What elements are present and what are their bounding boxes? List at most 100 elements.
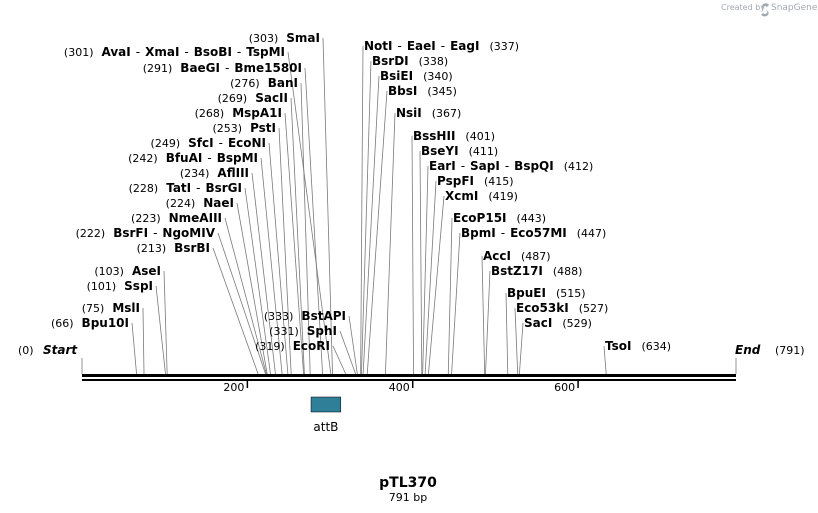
site-connector-afliii [251, 172, 276, 375]
site-name-separator: - [196, 181, 200, 195]
site-name: AflIII [217, 166, 249, 180]
plasmid-name: pTL370 [379, 475, 437, 491]
restriction-site-psti: PstI (253) [212, 121, 276, 135]
site-name-separator: - [461, 159, 465, 173]
site-connector-smai [322, 37, 333, 375]
site-position: (303) [249, 32, 279, 45]
restriction-site-bsrdi: BsrDI (338) [372, 54, 448, 68]
site-name: MslI [112, 301, 140, 315]
feature-attb[interactable]: attB [310, 396, 342, 434]
site-connector-noti [360, 45, 364, 375]
restriction-site-noti: NotI - EaeI - EagI (337) [364, 39, 519, 53]
site-name: BspMI [217, 151, 258, 165]
site-position: (103) [94, 265, 124, 278]
site-name-separator: - [237, 45, 241, 59]
site-name: XcmI [445, 189, 478, 203]
site-connector-bbsi [366, 90, 388, 375]
site-name: BpuEI [507, 286, 546, 300]
site-connector-bsrfi [217, 232, 266, 375]
site-name: BaeGI [180, 61, 220, 75]
site-connector-bstapi [348, 315, 358, 375]
site-position: (333) [264, 310, 294, 323]
restriction-site-bpmi: BpmI - Eco57MI (447) [461, 226, 606, 240]
site-name-separator: - [441, 39, 445, 53]
restriction-site-asei: AseI (103) [94, 264, 161, 278]
site-position: (411) [469, 145, 499, 158]
site-position: (66) [51, 317, 74, 330]
site-position: (75) [82, 302, 105, 315]
restriction-site-ecop15i: EcoP15I (443) [453, 211, 546, 225]
restriction-site-nmeaiii: NmeAIII (223) [131, 211, 222, 225]
restriction-site-bpu10i: Bpu10I (66) [51, 316, 129, 330]
ruler-tick-200: 200 [223, 381, 249, 394]
site-position: (319) [255, 340, 285, 353]
site-connector-baegi [304, 67, 323, 375]
feature-label: attB [313, 420, 338, 434]
site-position: (337) [489, 40, 519, 53]
restriction-site-bsshii: BssHII (401) [413, 129, 495, 143]
site-name: AseI [132, 264, 161, 278]
restriction-site-smai: SmaI (303) [249, 31, 320, 45]
site-connector-acci [481, 255, 486, 375]
site-connector-bpmi [451, 232, 461, 375]
site-connector-avai [287, 51, 332, 375]
snapgene-logo-icon [761, 3, 769, 17]
site-connector-msli [142, 307, 145, 375]
site-name: EaeI [407, 39, 436, 53]
site-connector-sacii [290, 97, 305, 375]
end-position: (0) [18, 344, 34, 357]
site-connector-naei [236, 202, 268, 375]
sequence-start: (0) Start [18, 343, 83, 374]
site-name: Eco57MI [510, 226, 567, 240]
site-position: (529) [562, 317, 592, 330]
site-name: PstI [250, 121, 276, 135]
site-name: Bme1580I [234, 61, 302, 75]
site-name: EagI [450, 39, 479, 53]
site-position: (527) [579, 302, 609, 315]
restriction-site-sacii: SacII (269) [218, 91, 288, 105]
site-connector-bseyi [419, 150, 423, 375]
site-name: SphI [307, 324, 337, 338]
site-name-separator: - [225, 61, 229, 75]
site-connector-xcmi [428, 195, 445, 375]
restriction-sites: AvaI - XmaI - BsoBI - TspMI(301)SmaI(303)BaeGI… [51, 31, 671, 353]
restriction-site-bstapi: BstAPI (333) [264, 309, 346, 323]
site-name: NgoMIV [162, 226, 215, 240]
ruler-tick-400: 400 [389, 381, 414, 394]
site-position: (222) [76, 227, 106, 240]
restriction-site-bsrfi: BsrFI - NgoMIV (222) [76, 226, 216, 240]
site-name: EcoRI [293, 339, 330, 353]
restriction-site-mspa1i: MspA1I (268) [195, 106, 282, 120]
site-name: NaeI [203, 196, 234, 210]
site-connector-bani [300, 82, 311, 375]
site-name: TsoI [605, 339, 631, 353]
site-position: (412) [564, 160, 594, 173]
site-connector-eco53ki [514, 307, 519, 375]
site-position: (224) [166, 197, 196, 210]
site-position: (340) [423, 70, 453, 83]
site-name: EcoP15I [453, 211, 507, 225]
site-name: PspFI [437, 174, 474, 188]
site-position: (515) [556, 287, 586, 300]
restriction-site-eco53ki: Eco53kI (527) [516, 301, 608, 315]
site-name: NmeAIII [169, 211, 222, 225]
restriction-site-sphi: SphI (331) [269, 324, 337, 338]
site-name: SapI [470, 159, 500, 173]
site-name: BsoBI [194, 45, 232, 59]
end-label: Start [43, 343, 78, 357]
restriction-site-bbsi: BbsI (345) [388, 84, 457, 98]
site-position: (249) [151, 137, 181, 150]
site-connector-bsshii [411, 135, 414, 375]
site-position: (447) [577, 227, 607, 240]
restriction-site-baegi: BaeGI - Bme1580I (291) [143, 61, 302, 75]
site-connector-sfci [268, 142, 289, 375]
site-connector-sphi [339, 330, 357, 375]
sequence-end: End (791) [735, 343, 805, 374]
restriction-site-tati: TatI - BsrGI (228) [129, 181, 242, 195]
site-name: AccI [483, 249, 511, 263]
site-position: (301) [64, 46, 94, 59]
ruler-tick-600: 600 [554, 381, 579, 394]
feature-bar[interactable] [310, 396, 342, 413]
site-connector-ecori [332, 345, 347, 375]
site-connector-bpu10i [131, 322, 137, 375]
